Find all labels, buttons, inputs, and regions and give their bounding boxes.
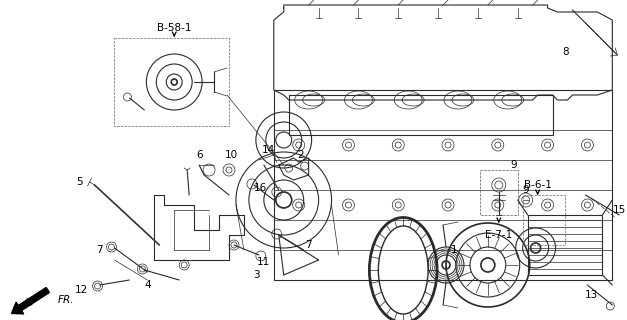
Text: 2: 2 [297, 150, 304, 160]
Bar [115, 38, 229, 126]
Text: 12: 12 [75, 285, 88, 295]
Text: 7: 7 [97, 245, 103, 255]
Text: 3: 3 [253, 270, 260, 280]
Text: 9: 9 [510, 160, 517, 170]
Text: E-7-1: E-7-1 [485, 230, 512, 240]
Bar [528, 215, 603, 275]
Text: 11: 11 [257, 257, 270, 267]
Bar [523, 195, 564, 245]
Text: 9: 9 [522, 185, 529, 195]
Text: 10: 10 [224, 150, 238, 160]
Bar [480, 170, 518, 215]
Text: B-6-1: B-6-1 [524, 180, 552, 190]
Text: 16: 16 [254, 183, 268, 193]
Text: 8: 8 [562, 47, 569, 57]
Text: 15: 15 [613, 205, 626, 215]
Text: FR.: FR. [58, 295, 74, 305]
Text: 4: 4 [144, 280, 150, 290]
Text: 6: 6 [196, 150, 203, 160]
Text: 5: 5 [76, 177, 83, 187]
Text: 13: 13 [585, 290, 598, 300]
Text: 14: 14 [262, 145, 275, 155]
Text: B-58-1: B-58-1 [157, 23, 191, 33]
FancyArrow shape [11, 287, 50, 314]
Text: 1: 1 [451, 245, 457, 255]
Bar [288, 95, 552, 135]
Text: 7: 7 [305, 240, 312, 250]
